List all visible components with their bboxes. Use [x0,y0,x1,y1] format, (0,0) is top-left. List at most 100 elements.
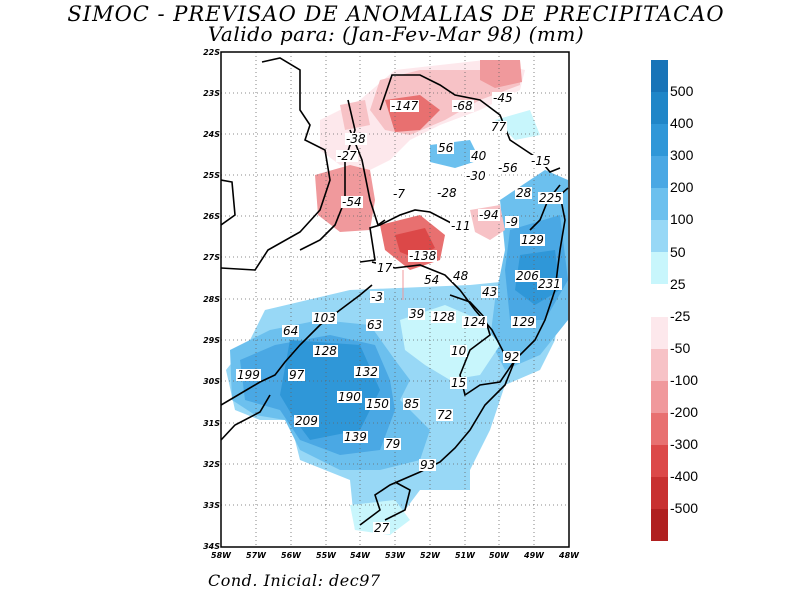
anomaly-value: 54 [423,273,441,287]
anomaly-value: 199 [236,368,261,382]
anomaly-value: 124 [462,315,487,329]
colorbar-label: 25 [670,276,686,292]
lat-label: 27S [203,253,220,262]
lat-label: 23S [203,89,220,98]
colorbar-swatch [651,477,668,509]
anomaly-value: -30 [465,169,487,183]
colorbar-label: 300 [670,147,694,163]
anomaly-value: 72 [436,408,454,422]
colorbar-swatch [651,124,668,156]
anomaly-value: 231 [537,277,562,291]
lat-label: 28S [203,295,220,304]
lat-label: 24S [203,130,220,139]
lon-label: 57W [246,551,266,560]
lon-label: 56W [281,551,301,560]
colorbar-swatch [651,413,668,445]
anomaly-value: 48 [452,269,470,283]
lat-label: 33S [203,501,220,510]
anomaly-value: 139 [343,430,368,444]
anomaly-value: 209 [294,414,319,428]
anomaly-value: 93 [419,458,437,472]
colorbar-label: -400 [670,468,699,484]
colorbar-swatch [651,220,668,252]
anomaly-value: -9 [505,215,519,229]
negative-anomaly-field [315,60,525,270]
colorbar-swatch [651,188,668,220]
anomaly-value: 128 [313,344,338,358]
anomaly-value: 103 [312,311,337,325]
anomaly-value: -3 [370,290,384,304]
colorbar-label: -300 [670,436,699,452]
lon-label: 54W [350,551,370,560]
colorbar-label: -500 [670,500,699,516]
anomaly-value: -54 [341,195,363,209]
colorbar-label: 200 [670,179,694,195]
anomaly-value: 128 [431,310,456,324]
anomaly-value: -7 [392,187,406,201]
anomaly-value: 190 [337,390,362,404]
colorbar-label: 100 [670,211,694,227]
colorbar-label: -100 [670,372,699,388]
lon-label: 51W [455,551,475,560]
colorbar-label: -200 [670,404,699,420]
lon-label: 48W [559,551,579,560]
anomaly-value: 56 [437,141,455,155]
anomaly-value: 132 [354,365,379,379]
lat-label: 31S [203,419,220,428]
colorbar-swatch [651,349,668,381]
anomaly-value: 85 [403,397,421,411]
lat-label: 26S [203,212,220,221]
lon-label: 58W [211,551,231,560]
anomaly-value: 150 [365,397,390,411]
initial-condition-label: Cond. Inicial: dec97 [208,571,381,590]
map-frame [220,51,570,548]
colorbar-swatch [651,381,668,413]
lat-label: 34S [203,542,220,551]
anomaly-value: 77 [490,120,508,134]
colorbar-label: 50 [670,244,686,260]
colorbar-label: -50 [670,340,691,356]
colorbar-swatch [651,92,668,124]
anomaly-value: 129 [520,233,545,247]
anomaly-value: -68 [452,99,474,113]
anomaly-value: 27 [373,521,391,535]
colorbar-swatch [651,156,668,188]
anomaly-value: -56 [497,161,519,175]
anomaly-value: -38 [345,132,367,146]
lat-label: 22S [203,48,220,57]
lon-label: 53W [385,551,405,560]
map-title: SIMOC - PREVISAO DE ANOMALIAS DE PRECIPI… [67,2,725,26]
anomaly-value: 40 [470,149,488,163]
colorbar-swatch [651,252,668,284]
anomaly-value: -28 [436,186,458,200]
colorbar-swatch [651,60,668,92]
lon-label: 55W [316,551,336,560]
lat-label: 32S [203,460,220,469]
anomaly-value: -45 [492,91,514,105]
anomaly-value: 129 [511,315,536,329]
anomaly-value: 63 [366,318,384,332]
anomaly-value: 64 [282,324,300,338]
lon-label: 49W [524,551,544,560]
anomaly-value: 43 [481,285,499,299]
map-subtitle: Valido para: (Jan-Fev-Mar 98) (mm) [207,22,585,46]
anomaly-value: 39 [408,307,426,321]
colorbar-swatch [651,445,668,477]
anomaly-value: 225 [538,191,563,205]
anomaly-value: -11 [450,219,472,233]
anomaly-value: -147 [390,99,420,113]
colorbar-swatch [651,509,668,541]
colorbar-swatch [651,317,668,349]
anomaly-value: -138 [408,249,438,263]
anomaly-value: 206 [515,269,540,283]
colorbar-label: 500 [670,83,694,99]
anomaly-value: -15 [530,154,552,168]
colorbar-label: 400 [670,115,694,131]
anomaly-value: 97 [288,368,306,382]
anomaly-value: 92 [503,350,521,364]
colorbar-swatch [651,284,668,317]
anomaly-value: 79 [384,437,402,451]
lat-label: 29S [203,336,220,345]
lat-label: 25S [203,171,220,180]
colorbar-label: -25 [670,308,691,324]
